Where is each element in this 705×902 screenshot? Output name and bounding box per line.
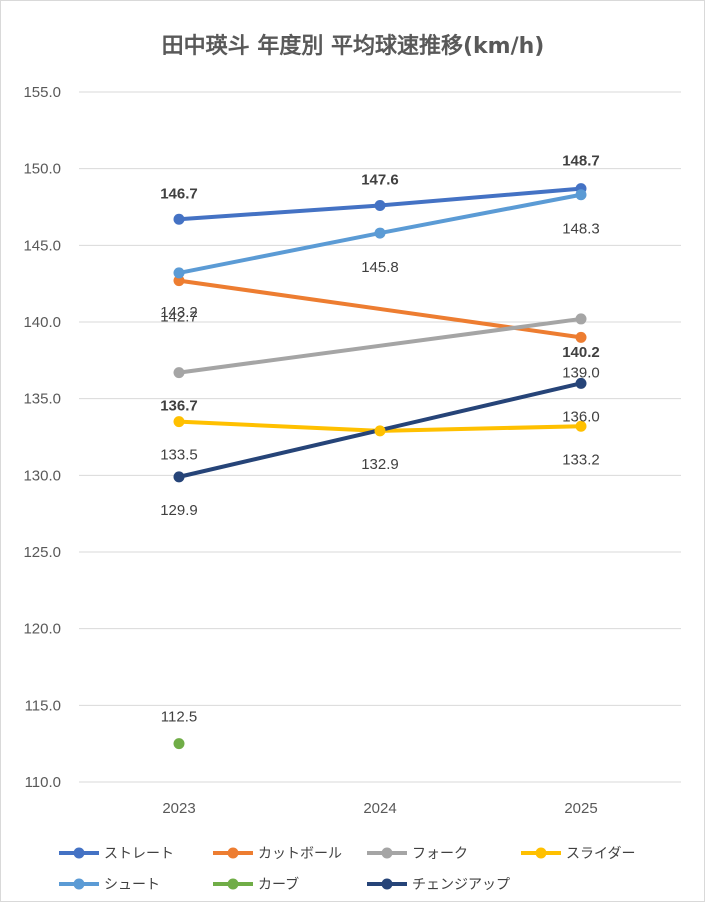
series-line (177, 316, 583, 375)
legend-item: ストレート (59, 846, 174, 862)
data-point (173, 267, 185, 279)
legend-item: チェンジアップ (367, 877, 510, 893)
data-point (173, 416, 185, 428)
data-point (575, 420, 587, 432)
y-tick-label: 110.0 (25, 774, 61, 791)
y-axis: 110.0 115.0 120.0 125.0 130.0 135.0 140.0 145.0… (23, 84, 61, 791)
legend-marker (381, 847, 393, 859)
y-tick-label: 155.0 (23, 84, 61, 101)
data-label: 133.5 (160, 447, 198, 464)
data-label: 143.2 (160, 304, 198, 321)
data-label: 147.6 (361, 171, 399, 188)
data-point (374, 227, 386, 239)
legend-marker (227, 878, 239, 890)
data-label: 140.2 (562, 344, 600, 361)
data-point (575, 331, 587, 343)
legend-item: シュート (59, 877, 160, 893)
data-label: 136.7 (160, 398, 198, 415)
y-tick-label: 145.0 (23, 237, 61, 254)
legend-marker (381, 878, 393, 890)
data-label: 142.7 (160, 309, 198, 326)
legend-label: チェンジアップ (412, 877, 510, 893)
y-tick-label: 115.0 (25, 697, 61, 714)
chart-title: 田中瑛斗 年度別 平均球速推移(km/h) (162, 33, 545, 59)
y-tick-label: 130.0 (23, 467, 61, 484)
legend-marker (73, 847, 85, 859)
data-label: 136.0 (562, 408, 600, 425)
y-tick-label: 150.0 (23, 161, 61, 178)
data-label: 148.7 (562, 153, 600, 170)
legend-label: ストレート (104, 846, 174, 862)
y-tick-label: 140.0 (23, 314, 61, 331)
x-axis: 2023 2024 2025 (162, 800, 597, 817)
data-point (173, 367, 185, 379)
data-point (173, 471, 185, 483)
data-point (575, 189, 587, 201)
data-point (173, 275, 185, 287)
data-label: 132.9 (361, 456, 399, 473)
series-points (173, 183, 587, 750)
data-label: 145.8 (361, 259, 399, 276)
legend-label: シュート (104, 877, 160, 893)
legend-label: スライダー (566, 846, 635, 862)
legend-marker (535, 847, 547, 859)
data-label: 129.9 (160, 502, 198, 519)
y-tick-label: 120.0 (23, 621, 61, 638)
x-tick-label: 2024 (363, 800, 396, 817)
legend-label: フォーク (412, 846, 468, 862)
grid-lines (79, 91, 681, 783)
legend-marker (227, 847, 239, 859)
data-point (575, 377, 587, 389)
legend-item: スライダー (521, 846, 635, 862)
data-point (374, 425, 386, 437)
y-tick-label: 135.0 (23, 391, 61, 408)
legend-item: カットボール (213, 846, 342, 862)
x-tick-label: 2025 (564, 800, 597, 817)
data-point (173, 738, 185, 750)
data-label: 148.3 (562, 221, 600, 238)
data-label: 112.5 (161, 709, 197, 726)
y-tick-label: 125.0 (23, 544, 61, 561)
data-point (374, 199, 386, 211)
data-label: 133.2 (562, 451, 600, 468)
data-point (575, 313, 587, 325)
data-labels: 146.7 147.6 148.7 142.7 139.0 136.7 140.2 133.5… (160, 153, 600, 726)
data-label: 146.7 (160, 185, 198, 202)
legend-marker (73, 878, 85, 890)
legend-label: カットボール (258, 846, 342, 862)
data-label: 139.0 (562, 364, 600, 381)
legend-label: カーブ (258, 876, 299, 893)
legend-item: フォーク (367, 846, 468, 862)
legend-item: カーブ (213, 876, 299, 893)
data-point (173, 213, 185, 225)
x-tick-label: 2023 (162, 800, 195, 817)
